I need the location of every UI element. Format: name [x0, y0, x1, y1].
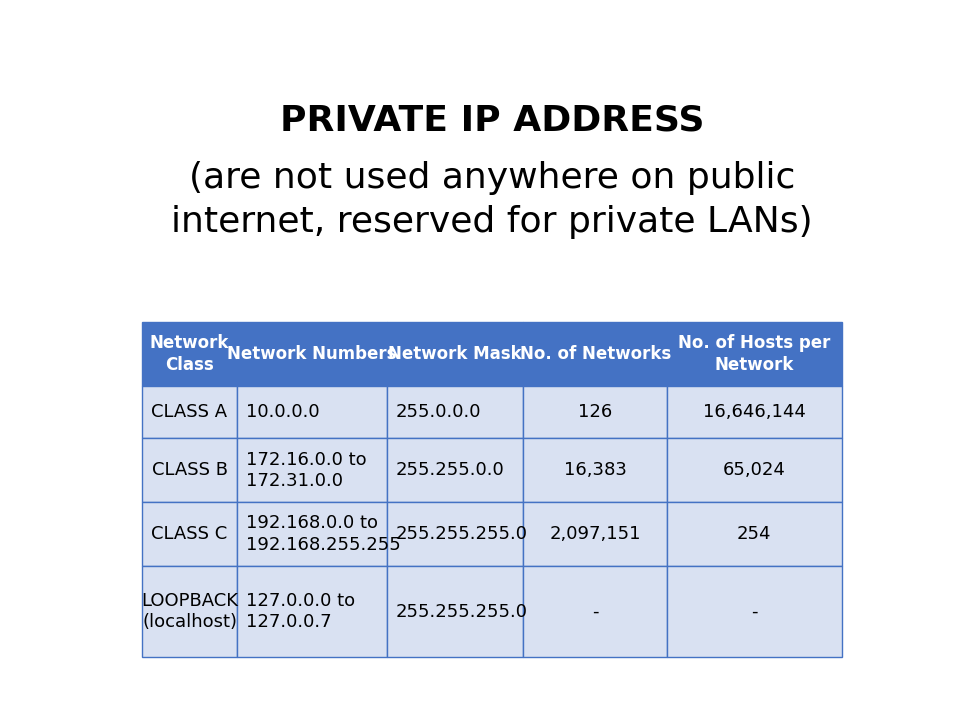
Text: CLASS C: CLASS C: [152, 525, 228, 543]
Bar: [387, 438, 523, 503]
Bar: [142, 322, 237, 386]
Bar: [237, 386, 387, 438]
Bar: [142, 438, 237, 503]
Text: 255.255.0.0: 255.255.0.0: [396, 462, 505, 480]
Text: 172.16.0.0 to
172.31.0.0: 172.16.0.0 to 172.31.0.0: [246, 451, 367, 490]
Text: PRIVATE IP ADDRESS: PRIVATE IP ADDRESS: [279, 103, 705, 137]
Bar: [237, 566, 387, 657]
Bar: [387, 503, 523, 566]
Bar: [142, 566, 237, 657]
Bar: [667, 566, 842, 657]
Bar: [667, 503, 842, 566]
Bar: [237, 438, 387, 503]
Bar: [387, 386, 523, 438]
Text: 127.0.0.0 to
127.0.0.7: 127.0.0.0 to 127.0.0.7: [246, 592, 355, 631]
Bar: [523, 503, 667, 566]
Text: 10.0.0.0: 10.0.0.0: [246, 403, 320, 421]
Text: 2,097,151: 2,097,151: [549, 525, 641, 543]
Text: No. of Networks: No. of Networks: [519, 345, 671, 363]
Bar: [667, 322, 842, 386]
Text: Network
Class: Network Class: [150, 334, 229, 374]
Bar: [523, 438, 667, 503]
Text: CLASS A: CLASS A: [152, 403, 228, 421]
Text: 255.0.0.0: 255.0.0.0: [396, 403, 482, 421]
Text: 16,646,144: 16,646,144: [703, 403, 805, 421]
Text: 65,024: 65,024: [723, 462, 785, 480]
Bar: [523, 386, 667, 438]
Bar: [237, 503, 387, 566]
Text: 255.255.255.0: 255.255.255.0: [396, 525, 528, 543]
Bar: [142, 503, 237, 566]
Bar: [237, 322, 387, 386]
Text: -: -: [751, 603, 757, 621]
Bar: [667, 386, 842, 438]
Bar: [142, 386, 237, 438]
Text: Network Mask: Network Mask: [389, 345, 522, 363]
Text: 255.255.255.0: 255.255.255.0: [396, 603, 528, 621]
Text: No. of Hosts per
Network: No. of Hosts per Network: [678, 334, 830, 374]
Text: LOOPBACK
(localhost): LOOPBACK (localhost): [141, 592, 238, 631]
Text: 192.168.0.0 to
192.168.255.255: 192.168.0.0 to 192.168.255.255: [246, 514, 400, 554]
Text: 126: 126: [578, 403, 612, 421]
Text: -: -: [592, 603, 598, 621]
Bar: [667, 438, 842, 503]
Text: 16,383: 16,383: [564, 462, 627, 480]
Bar: [523, 566, 667, 657]
Bar: [523, 322, 667, 386]
Text: Network Numbers: Network Numbers: [228, 345, 396, 363]
Text: (are not used anywhere on public
internet, reserved for private LANs): (are not used anywhere on public interne…: [171, 161, 813, 239]
Bar: [387, 566, 523, 657]
Bar: [387, 322, 523, 386]
Text: 254: 254: [737, 525, 772, 543]
Text: CLASS B: CLASS B: [152, 462, 228, 480]
